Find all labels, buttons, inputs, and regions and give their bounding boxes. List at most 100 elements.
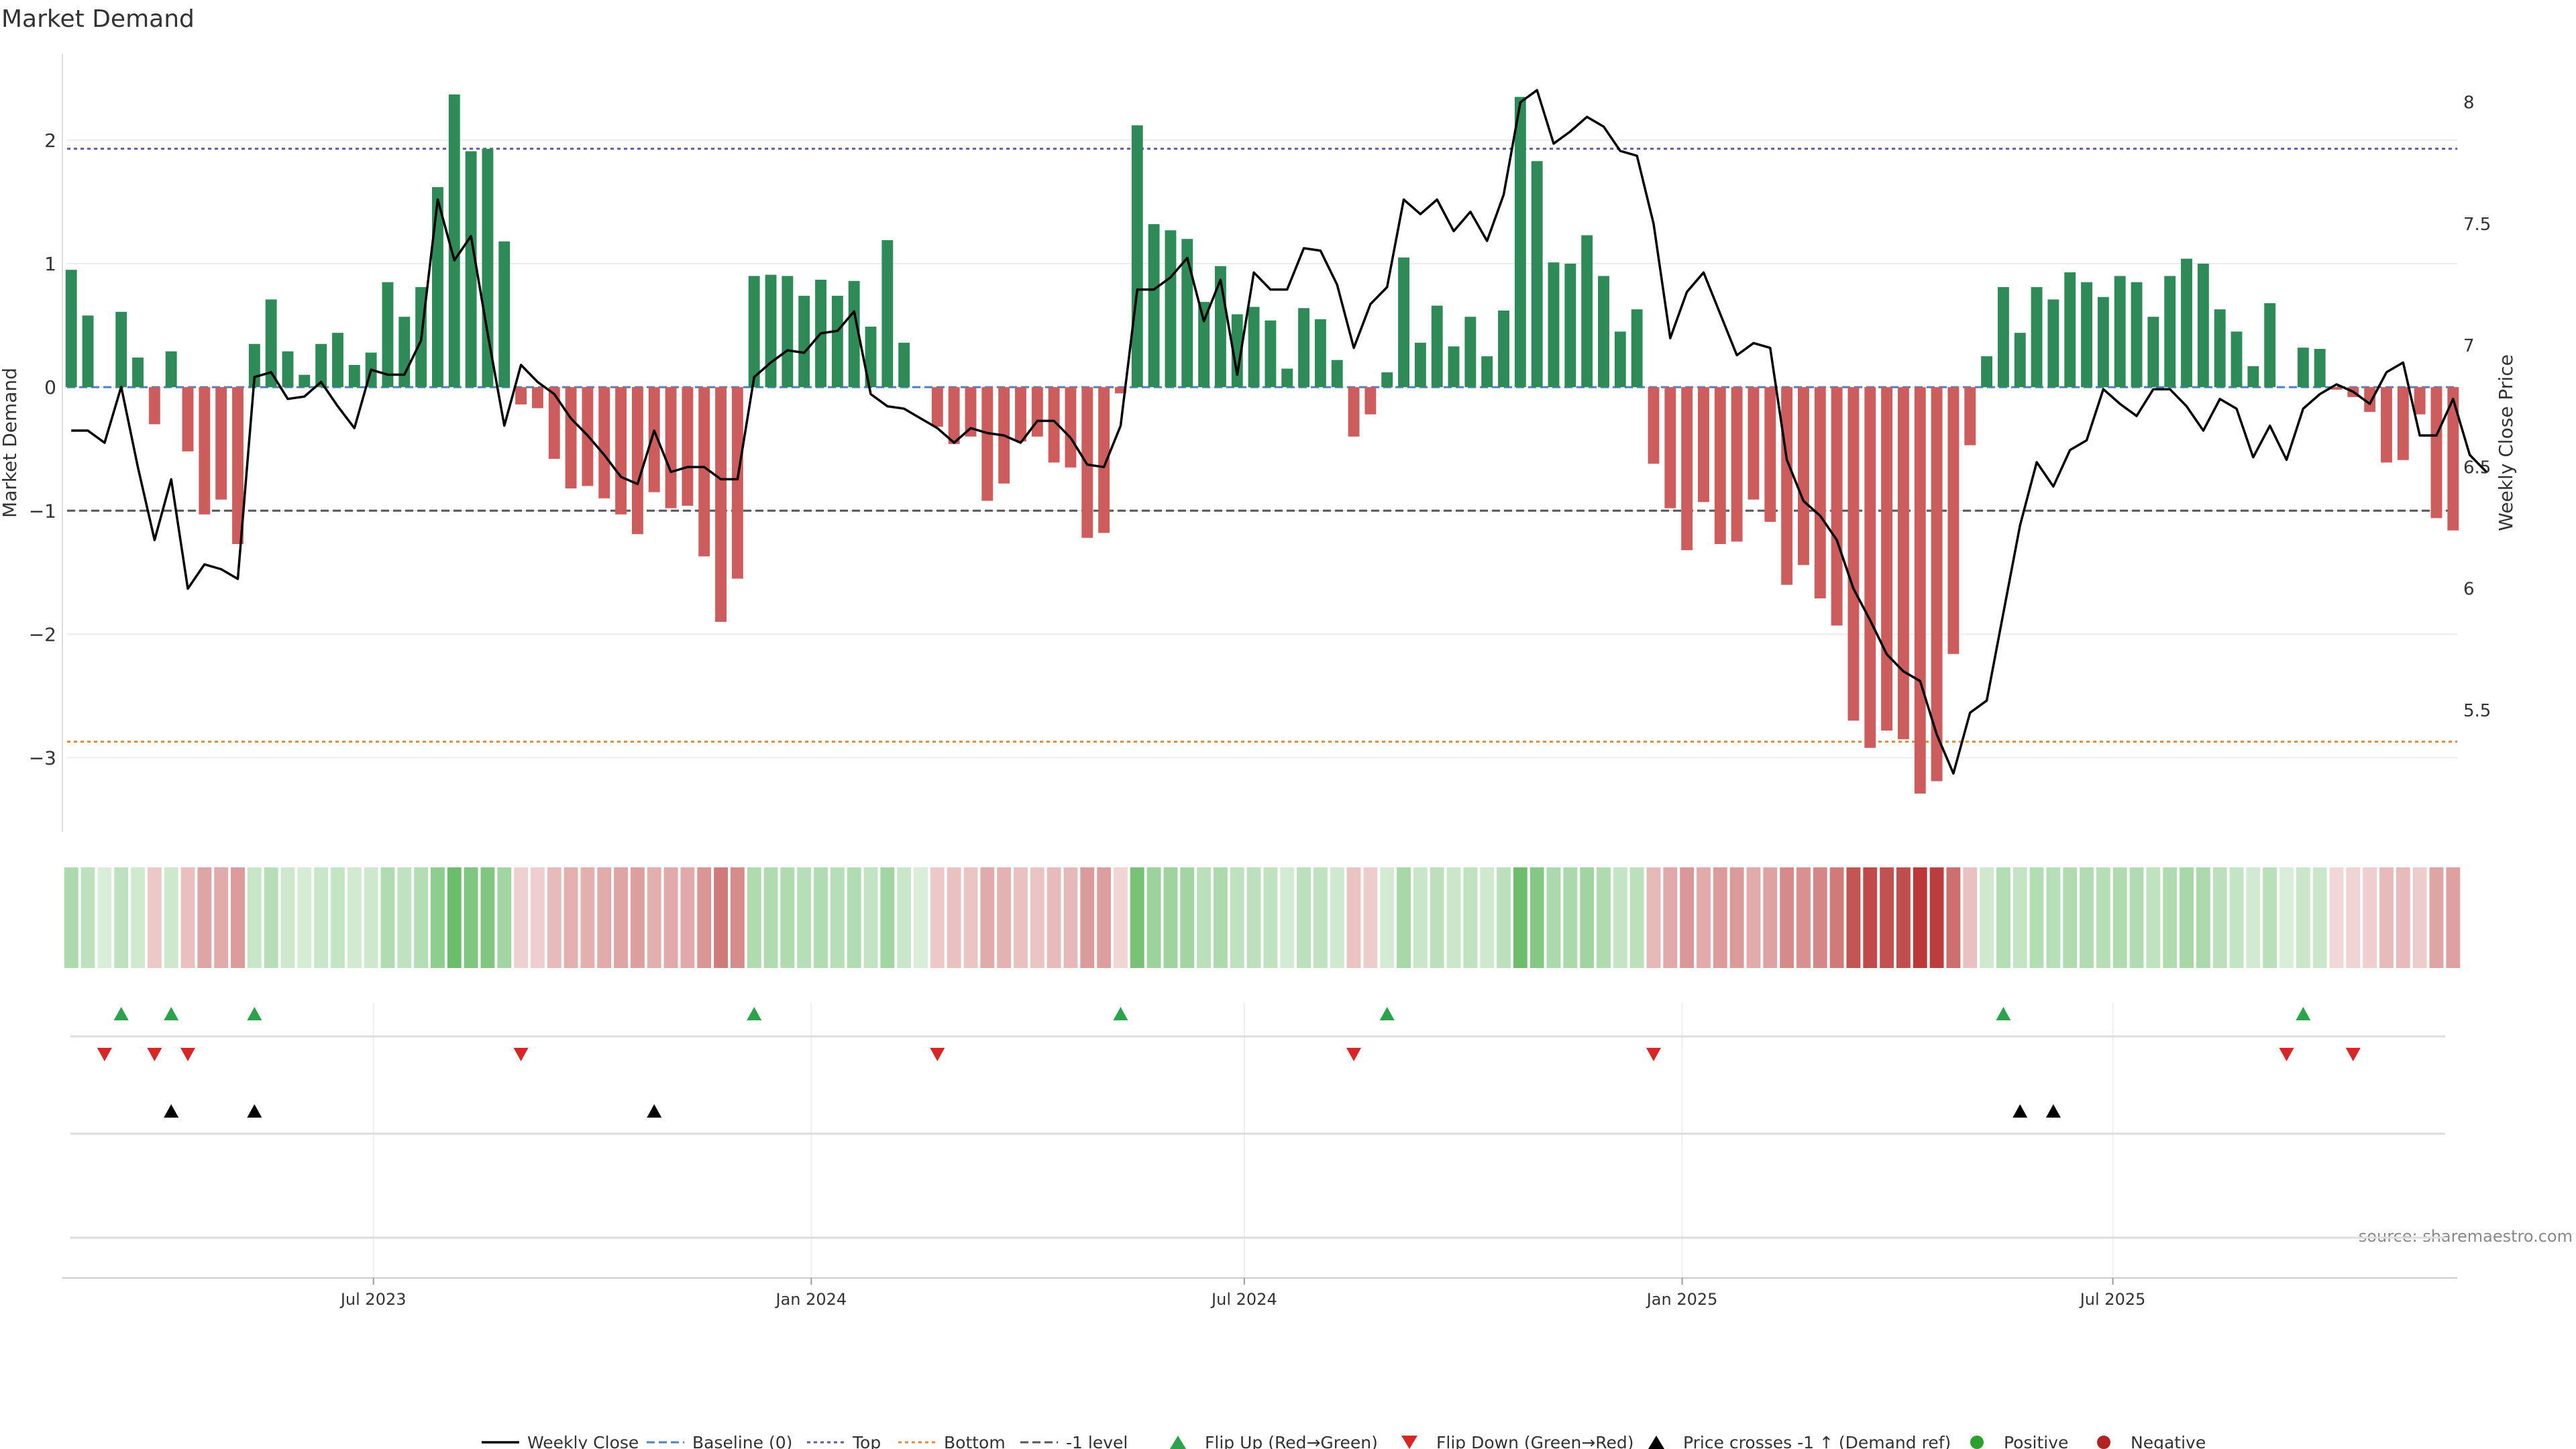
heat-cell <box>1597 867 1611 968</box>
heat-cell <box>930 867 945 968</box>
heat-cell <box>597 867 612 968</box>
flip-up-marker <box>1379 1007 1395 1020</box>
demand-bar <box>465 151 477 388</box>
x-tick-label: Jul 2025 <box>2079 1290 2146 1309</box>
heat-cell <box>1563 867 1578 968</box>
y-left-tick-label: −1 <box>29 500 56 522</box>
demand-bar <box>165 351 177 388</box>
legend-swatch-triangle-up <box>1648 1436 1664 1449</box>
heat-cell <box>1413 867 1428 968</box>
demand-bar <box>2247 366 2259 388</box>
demand-bar <box>1381 372 1393 388</box>
legend-label: Flip Up (Red→Green) <box>1205 1433 1378 1449</box>
demand-bar <box>1781 387 1793 585</box>
demand-bar <box>1881 387 1893 731</box>
demand-bar <box>1065 387 1077 468</box>
heat-cell <box>1846 867 1861 968</box>
demand-bar <box>315 343 327 388</box>
heat-cell <box>780 867 795 968</box>
demand-bar <box>148 387 160 425</box>
heat-cell <box>1213 867 1228 968</box>
demand-bar <box>881 240 894 388</box>
demand-bar <box>1514 97 1526 388</box>
heat-cell <box>464 867 478 968</box>
heat-cell <box>530 867 545 968</box>
heat-cell <box>331 867 345 968</box>
demand-bar <box>1414 342 1426 388</box>
demand-bar <box>1531 161 1543 388</box>
heat-cell <box>364 867 378 968</box>
heat-cell <box>1097 867 1112 968</box>
demand-bar <box>1814 387 1826 598</box>
heat-cell <box>1080 867 1095 968</box>
heat-cell <box>414 867 429 968</box>
demand-bar <box>782 276 794 388</box>
demand-bar <box>2381 387 2392 463</box>
heat-cell <box>397 867 412 968</box>
demand-bar <box>865 326 877 388</box>
demand-bar <box>1115 387 1126 394</box>
demand-bar <box>1398 257 1409 388</box>
heat-cell <box>1929 867 1944 968</box>
price-cross-marker <box>647 1104 662 1118</box>
heat-cell <box>1280 867 1295 968</box>
heat-cell <box>1763 867 1778 968</box>
grid-lines <box>62 54 2457 1278</box>
demand-bar <box>1265 320 1277 388</box>
flip-up-marker <box>113 1007 129 1020</box>
heat-cell <box>2146 867 2161 968</box>
demand-bar <box>2031 287 2043 388</box>
demand-bar <box>2047 299 2059 388</box>
demand-bar <box>332 333 343 388</box>
flip-down-marker <box>147 1048 162 1061</box>
demand-bar <box>2264 303 2276 388</box>
demand-bar <box>1914 387 1926 794</box>
heat-cell <box>2112 867 2127 968</box>
demand-bar <box>1498 310 1509 388</box>
source-note: source: sharemaestro.com <box>2359 1227 2573 1246</box>
y-right-tick-label: 5.5 <box>2463 701 2491 721</box>
heat-cell <box>1629 867 1644 968</box>
heat-cell <box>164 867 178 968</box>
heat-cell <box>1663 867 1678 968</box>
demand-bar <box>482 148 494 388</box>
heat-cell <box>197 867 212 968</box>
demand-bar <box>2231 331 2243 388</box>
y-right-axis-label: Weekly Close Price <box>2495 354 2517 531</box>
demand-bar <box>981 387 994 501</box>
heat-cell <box>1463 867 1478 968</box>
weekly-close-series <box>71 89 2487 775</box>
demand-bar <box>1148 224 1160 388</box>
y-left-tick-label: 1 <box>44 253 56 275</box>
heat-cell <box>747 867 761 968</box>
heat-cell <box>1813 867 1827 968</box>
demand-bar <box>2064 272 2076 388</box>
demand-bar <box>1964 387 1976 445</box>
demand-bar <box>531 387 543 409</box>
heat-cell <box>547 867 561 968</box>
demand-bar <box>1248 307 1260 388</box>
heat-cell <box>1430 867 1444 968</box>
heat-cell <box>1529 867 1544 968</box>
demand-bar <box>965 387 977 437</box>
demand-bar <box>2330 387 2343 390</box>
legend-item: Price crosses -1 ↑ (Demand ref) <box>1648 1433 1951 1449</box>
demand-bar <box>598 387 610 498</box>
heat-cell <box>214 867 229 968</box>
legend-item: Top <box>807 1433 881 1449</box>
y-left-tick-label: −2 <box>29 623 56 645</box>
heat-cell <box>1613 867 1627 968</box>
demand-bar <box>1731 387 1743 542</box>
x-tick-label: Jan 2025 <box>1646 1290 1718 1309</box>
x-tick-label: Jul 2023 <box>339 1290 407 1309</box>
demand-bar <box>1997 287 2009 388</box>
price-cross-marker <box>164 1104 179 1118</box>
demand-bar <box>1098 387 1110 533</box>
demand-bar <box>731 387 743 579</box>
heat-cell <box>2346 867 2361 968</box>
heat-cell <box>2212 867 2227 968</box>
flip-down-marker <box>1346 1048 1362 1061</box>
heat-cell <box>1114 867 1128 968</box>
heat-cell <box>1497 867 1511 968</box>
